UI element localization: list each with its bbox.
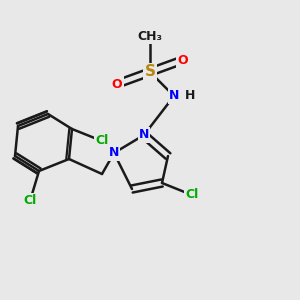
Text: H: H [185, 89, 196, 103]
Text: S: S [145, 64, 155, 80]
Text: Cl: Cl [23, 194, 37, 208]
Text: O: O [112, 77, 122, 91]
Text: Cl: Cl [95, 134, 109, 148]
Text: N: N [169, 89, 179, 103]
Text: O: O [178, 53, 188, 67]
Text: N: N [109, 146, 119, 160]
Text: Cl: Cl [185, 188, 199, 202]
Text: CH₃: CH₃ [137, 29, 163, 43]
Text: N: N [139, 128, 149, 142]
